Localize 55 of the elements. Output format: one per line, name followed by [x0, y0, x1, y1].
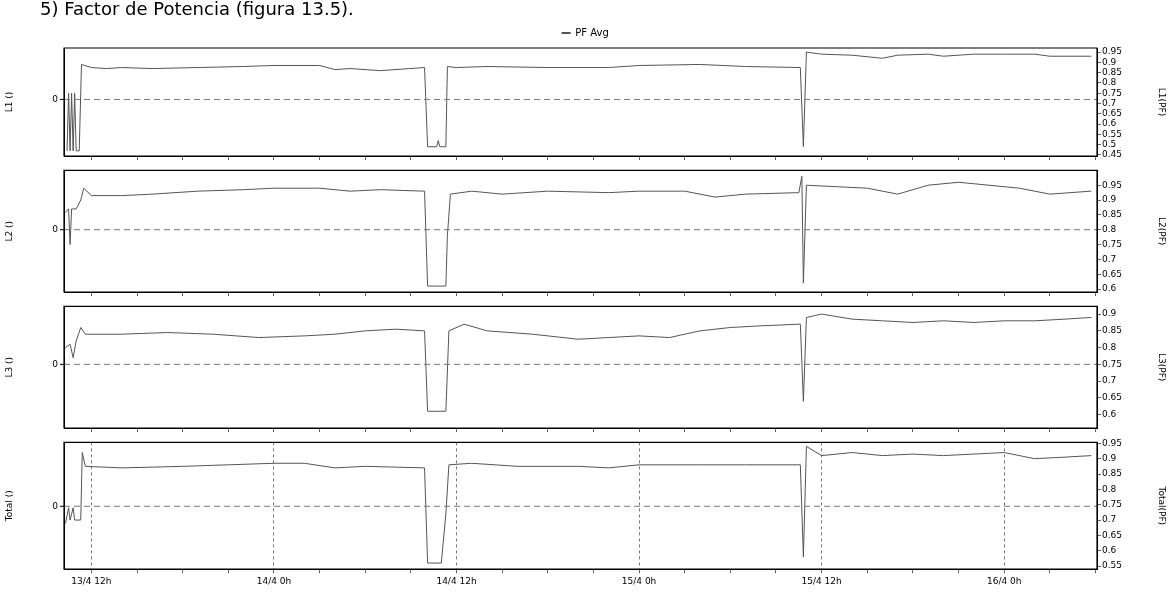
y2-tick-label: 0.85 — [1102, 325, 1123, 336]
y2-tick-label: 0.85 — [1102, 67, 1123, 78]
y-axis-title: L1 () — [3, 91, 14, 113]
y2-tick-label: 0.95 — [1102, 46, 1123, 57]
y2-tick-label: 0.8 — [1102, 224, 1117, 235]
y2-axis-title: L2(PF) — [1157, 217, 1168, 246]
y2-tick-label: 0.55 — [1102, 128, 1123, 139]
y2-tick-label: 0.65 — [1102, 529, 1123, 540]
x-tick-label: 14/4 0h — [256, 575, 292, 586]
y2-tick-label: 0.6 — [1102, 408, 1117, 419]
y2-tick-label: 0.95 — [1102, 437, 1123, 448]
y2-tick-label: 0.6 — [1102, 118, 1117, 129]
y2-tick-label: 0.7 — [1102, 97, 1117, 108]
y2-tick-label: 0.85 — [1102, 209, 1123, 220]
y2-tick-label: 0.9 — [1102, 194, 1117, 205]
y2-tick-label: 0.55 — [1102, 560, 1123, 571]
y2-tick-label: 0.7 — [1102, 253, 1117, 264]
text: 0 — [52, 93, 59, 104]
y-axis-title: L3 () — [3, 356, 14, 378]
y2-axis-title: Total(PF) — [1157, 485, 1168, 526]
y2-tick-label: 0.65 — [1102, 392, 1123, 403]
y-axis-title: Total () — [3, 490, 14, 523]
y2-tick-label: 0.75 — [1102, 499, 1123, 510]
y2-axis-title: L1(PF) — [1157, 87, 1168, 117]
chart-title: 5) Factor de Potencia (figura 13.5). — [40, 0, 354, 19]
y2-tick-label: 0.7 — [1102, 375, 1117, 386]
y2-tick-label: 0.6 — [1102, 283, 1117, 294]
y2-tick-label: 0.65 — [1102, 108, 1123, 119]
y2-axis-title: L3(PF) — [1157, 353, 1168, 382]
y2-tick-label: 0.45 — [1102, 149, 1123, 160]
text: 0 — [52, 500, 59, 511]
y-axis-title: L2 () — [3, 220, 14, 242]
y2-tick-label: 0.7 — [1102, 514, 1117, 525]
y2-tick-label: 0.8 — [1102, 483, 1117, 494]
y2-tick-label: 0.6 — [1102, 545, 1117, 556]
legend-label: PF Avg — [575, 26, 609, 38]
y2-tick-label: 0.75 — [1102, 238, 1123, 249]
x-tick-label: 16/4 0h — [986, 575, 1022, 586]
y2-tick-label: 0.8 — [1102, 77, 1117, 88]
y2-tick-label: 0.65 — [1102, 268, 1123, 279]
text: 0 — [52, 224, 59, 235]
y2-tick-label: 0.9 — [1102, 453, 1117, 464]
y2-tick-label: 0.8 — [1102, 341, 1117, 352]
x-tick-label: 15/4 0h — [621, 575, 657, 586]
y2-tick-label: 0.75 — [1102, 358, 1123, 369]
y2-tick-label: 0.5 — [1102, 139, 1117, 150]
x-tick-label: 13/4 12h — [71, 575, 112, 586]
text: 0 — [52, 358, 59, 369]
y2-tick-label: 0.9 — [1102, 56, 1117, 67]
x-tick-label: 15/4 12h — [801, 575, 842, 586]
y2-tick-label: 0.85 — [1102, 468, 1123, 479]
x-tick-label: 14/4 12h — [436, 575, 477, 586]
y2-tick-label: 0.75 — [1102, 87, 1123, 98]
y2-tick-label: 0.95 — [1102, 179, 1123, 190]
y2-tick-label: 0.9 — [1102, 308, 1117, 319]
